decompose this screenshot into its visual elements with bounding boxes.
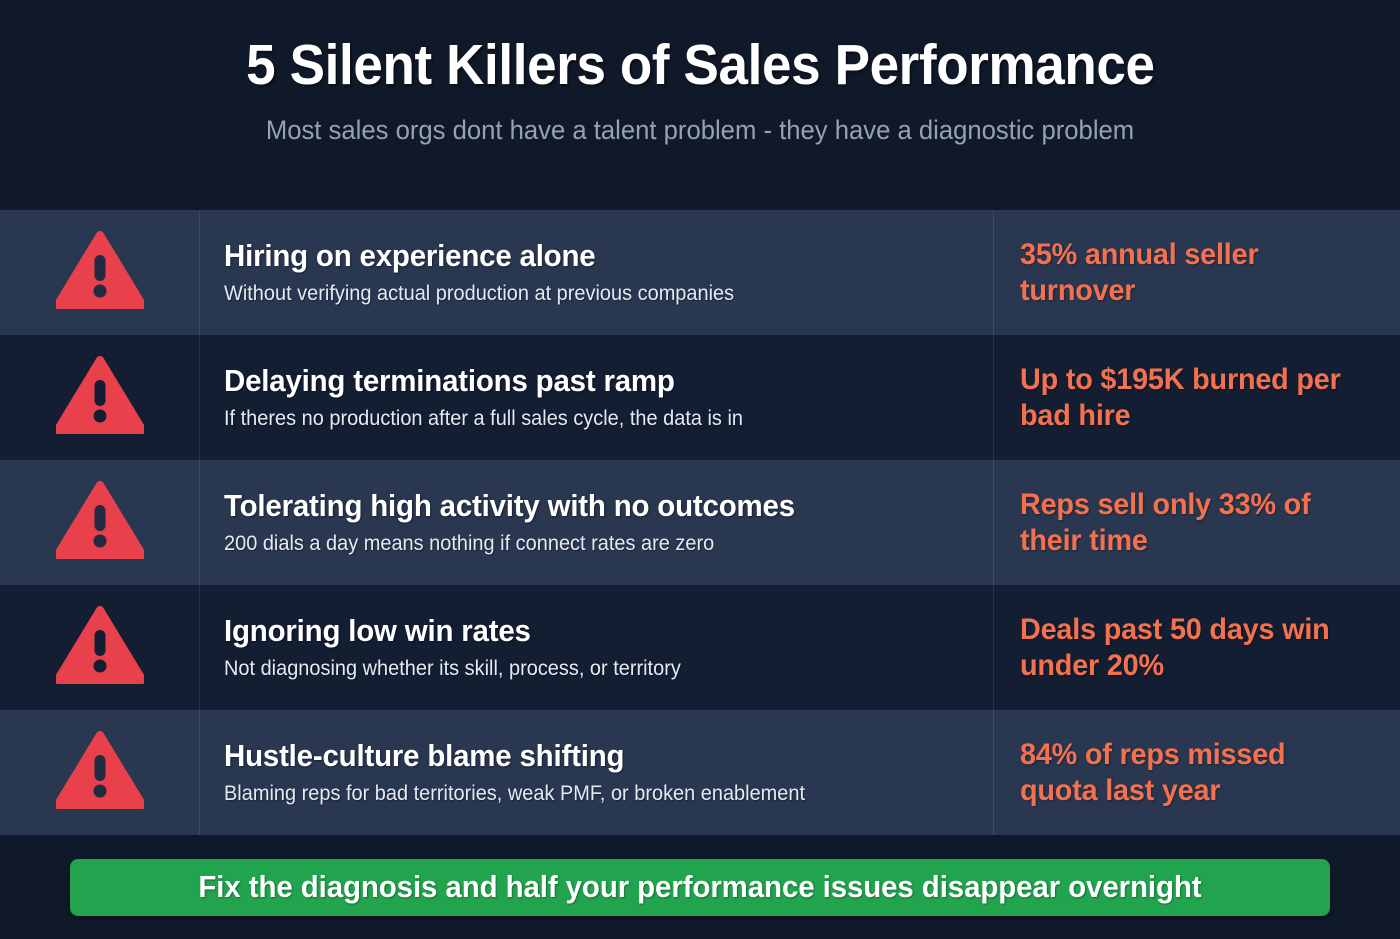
row-description: Without verifying actual production at p…	[224, 282, 735, 306]
text-cell: Hustle-culture blame shifting Blaming re…	[200, 710, 994, 835]
page-subtitle: Most sales orgs dont have a talent probl…	[265, 114, 1135, 145]
row-description: Not diagnosing whether its skill, proces…	[224, 657, 681, 681]
table-row: Hiring on experience alone Without verif…	[0, 210, 1400, 335]
stat-value: 35% annual seller turnover	[1020, 238, 1259, 307]
stat-cell: 35% annual seller turnover	[994, 210, 1400, 335]
warning-triangle-icon	[54, 481, 146, 564]
text-cell: Delaying terminations past ramp If there…	[200, 335, 994, 460]
table-row: Delaying terminations past ramp If there…	[0, 335, 1400, 460]
row-description: 200 dials a day means nothing if connect…	[224, 532, 715, 556]
header: 5 Silent Killers of Sales Performance Mo…	[0, 0, 1400, 210]
cta-text: Fix the diagnosis and half your performa…	[198, 869, 1202, 904]
row-title: Tolerating high activity with no outcome…	[224, 487, 795, 523]
row-title: Hiring on experience alone	[224, 237, 596, 273]
stat-value: 84% of reps missed quota last year	[1020, 738, 1286, 807]
warning-triangle-icon	[54, 356, 146, 439]
table-row: Ignoring low win rates Not diagnosing wh…	[0, 585, 1400, 710]
icon-cell	[0, 335, 200, 460]
cta-banner: Fix the diagnosis and half your performa…	[70, 858, 1330, 916]
icon-cell	[0, 585, 200, 710]
row-title: Delaying terminations past ramp	[224, 362, 675, 398]
row-description: Blaming reps for bad territories, weak P…	[224, 782, 806, 806]
stat-cell: 84% of reps missed quota last year	[994, 710, 1400, 835]
icon-cell	[0, 210, 200, 335]
stat-cell: Deals past 50 days win under 20%	[994, 585, 1400, 710]
row-description: If theres no production after a full sal…	[224, 407, 743, 431]
stat-cell: Up to $195K burned per bad hire	[994, 335, 1400, 460]
stat-cell: Reps sell only 33% of their time	[994, 460, 1400, 585]
warning-triangle-icon	[54, 731, 146, 814]
warning-triangle-icon	[54, 606, 146, 689]
table-row: Tolerating high activity with no outcome…	[0, 460, 1400, 585]
icon-cell	[0, 460, 200, 585]
text-cell: Hiring on experience alone Without verif…	[200, 210, 994, 335]
row-title: Hustle-culture blame shifting	[224, 737, 625, 773]
killer-list: Hiring on experience alone Without verif…	[0, 210, 1400, 835]
text-cell: Ignoring low win rates Not diagnosing wh…	[200, 585, 994, 710]
stat-value: Up to $195K burned per bad hire	[1020, 363, 1341, 432]
footer: Fix the diagnosis and half your performa…	[0, 835, 1400, 939]
icon-cell	[0, 710, 200, 835]
stat-value: Deals past 50 days win under 20%	[1020, 613, 1330, 682]
row-title: Ignoring low win rates	[224, 612, 531, 648]
page-title: 5 Silent Killers of Sales Performance	[245, 33, 1155, 97]
warning-triangle-icon	[54, 231, 146, 314]
text-cell: Tolerating high activity with no outcome…	[200, 460, 994, 585]
stat-value: Reps sell only 33% of their time	[1020, 488, 1311, 557]
table-row: Hustle-culture blame shifting Blaming re…	[0, 710, 1400, 835]
